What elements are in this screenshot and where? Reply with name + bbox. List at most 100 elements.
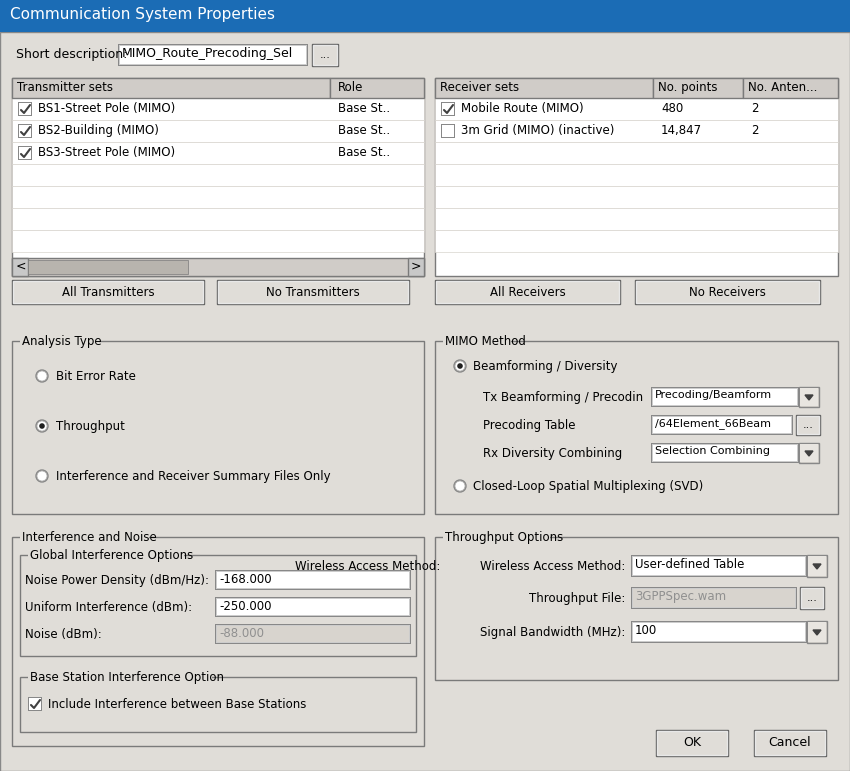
Text: 100: 100 xyxy=(635,624,657,637)
Bar xyxy=(797,416,819,434)
Bar xyxy=(18,102,32,116)
Bar xyxy=(20,530,149,544)
Text: Receiver sets: Receiver sets xyxy=(440,81,519,94)
Bar xyxy=(435,164,838,186)
Bar xyxy=(653,389,797,405)
Bar xyxy=(633,623,805,641)
Bar xyxy=(312,44,338,66)
Bar xyxy=(435,208,838,230)
Bar xyxy=(796,415,820,435)
Text: No Transmitters: No Transmitters xyxy=(266,285,360,298)
Bar xyxy=(441,124,455,138)
Bar xyxy=(807,621,827,643)
Bar xyxy=(19,147,31,159)
Bar xyxy=(800,587,824,609)
Bar xyxy=(633,557,805,575)
Bar xyxy=(0,0,850,32)
Bar xyxy=(217,599,409,615)
Bar xyxy=(651,443,799,463)
Bar xyxy=(28,697,42,711)
Bar xyxy=(20,677,416,732)
Bar xyxy=(652,416,792,434)
Text: Tx Beamforming / Precodin: Tx Beamforming / Precodin xyxy=(483,391,643,404)
Bar xyxy=(19,103,31,115)
Bar xyxy=(29,698,41,710)
Text: 2: 2 xyxy=(751,124,758,137)
Text: 3m Grid (MIMO) (inactive): 3m Grid (MIMO) (inactive) xyxy=(461,124,615,137)
Bar xyxy=(807,555,827,577)
Bar xyxy=(218,281,408,303)
Text: -168.000: -168.000 xyxy=(219,573,272,586)
Circle shape xyxy=(37,471,47,481)
Circle shape xyxy=(36,370,48,382)
Bar xyxy=(216,598,410,616)
Bar xyxy=(800,388,818,406)
Text: 3GPPSpec.wam: 3GPPSpec.wam xyxy=(635,590,726,603)
Bar xyxy=(12,280,204,304)
Bar xyxy=(12,258,28,276)
Polygon shape xyxy=(805,451,813,456)
Bar xyxy=(435,280,620,304)
Bar xyxy=(18,124,32,138)
Bar xyxy=(441,102,455,116)
Bar xyxy=(12,258,424,276)
Text: Closed-Loop Spatial Multiplexing (SVD): Closed-Loop Spatial Multiplexing (SVD) xyxy=(473,480,703,493)
Text: ...: ... xyxy=(807,593,818,603)
Bar xyxy=(18,146,32,160)
Text: Rx Diversity Combining: Rx Diversity Combining xyxy=(483,447,622,460)
Bar xyxy=(215,597,411,617)
Bar xyxy=(632,622,806,642)
Bar xyxy=(217,626,409,642)
Text: Noise (dBm):: Noise (dBm): xyxy=(25,628,102,641)
Bar xyxy=(799,443,819,463)
Text: Wireless Access Method:: Wireless Access Method: xyxy=(479,560,625,573)
Text: Bit Error Rate: Bit Error Rate xyxy=(56,370,136,383)
Bar xyxy=(12,230,424,252)
Text: -250.000: -250.000 xyxy=(219,600,271,613)
Bar xyxy=(653,445,797,461)
Bar xyxy=(216,625,410,643)
Circle shape xyxy=(36,470,48,482)
Bar xyxy=(653,78,743,98)
Bar xyxy=(652,388,798,406)
Bar xyxy=(653,417,791,433)
Text: OK: OK xyxy=(683,736,701,749)
Text: All Receivers: All Receivers xyxy=(490,285,565,298)
Bar xyxy=(656,730,728,756)
Bar xyxy=(436,281,619,303)
Bar xyxy=(635,280,820,304)
Bar xyxy=(799,387,819,407)
Bar xyxy=(12,186,424,208)
Polygon shape xyxy=(813,630,821,635)
Bar xyxy=(631,621,807,643)
Bar xyxy=(216,571,410,589)
Bar xyxy=(435,537,838,680)
Text: Wireless Access Method:: Wireless Access Method: xyxy=(295,560,440,573)
Bar xyxy=(28,260,188,274)
Bar xyxy=(743,78,838,98)
Bar xyxy=(435,98,838,120)
Bar xyxy=(28,548,184,562)
Text: Beamforming / Diversity: Beamforming / Diversity xyxy=(473,360,617,373)
Text: BS2-Building (MIMO): BS2-Building (MIMO) xyxy=(38,124,159,137)
Text: Selection Combining: Selection Combining xyxy=(655,446,770,456)
Bar xyxy=(19,125,31,137)
Bar xyxy=(215,570,411,590)
Text: /64Element_66Beam: /64Element_66Beam xyxy=(655,418,771,429)
Text: Base St..: Base St.. xyxy=(338,146,390,159)
Bar xyxy=(12,120,424,142)
Bar xyxy=(12,78,330,98)
Text: -88.000: -88.000 xyxy=(219,627,264,640)
Bar xyxy=(657,731,727,755)
Bar xyxy=(12,78,424,276)
Circle shape xyxy=(454,360,466,372)
Text: Mobile Route (MIMO): Mobile Route (MIMO) xyxy=(461,102,584,115)
Text: Global Interference Options: Global Interference Options xyxy=(30,549,193,562)
Text: 2: 2 xyxy=(751,102,758,115)
Bar xyxy=(808,556,826,576)
Text: 480: 480 xyxy=(661,102,683,115)
Bar xyxy=(119,45,307,65)
Text: Role: Role xyxy=(338,81,363,94)
Text: Throughput File:: Throughput File: xyxy=(529,592,625,605)
Text: MIMO Method: MIMO Method xyxy=(445,335,526,348)
